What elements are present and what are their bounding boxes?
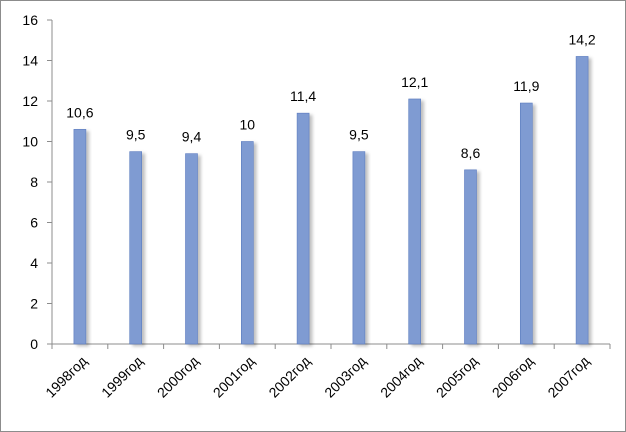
y-axis: 0 2 4 6 8 10 12 14 16 <box>22 12 53 352</box>
y-tick-label: 14 <box>22 53 38 69</box>
y-tick-label: 2 <box>30 296 38 312</box>
bar <box>519 102 533 345</box>
category-labels: 1998год 1999год 2000год 2001год 2002год 2003г… <box>42 353 592 401</box>
bar-series <box>73 56 589 345</box>
bar <box>296 112 310 345</box>
y-tick-label: 8 <box>30 174 38 190</box>
x-tick-label: 2007год <box>544 353 592 401</box>
bar <box>575 56 589 345</box>
x-tick-label: 2003год <box>321 353 369 401</box>
bar <box>408 98 422 345</box>
y-tick-label: 4 <box>30 255 38 271</box>
y-tick-label: 6 <box>30 215 38 231</box>
y-tick-label: 10 <box>22 134 38 150</box>
data-label: 10 <box>240 117 256 133</box>
bar <box>241 141 254 345</box>
data-label: 9,4 <box>182 129 202 145</box>
x-tick-label: 1999год <box>98 353 146 401</box>
x-tick-label: 2005год <box>433 353 481 401</box>
x-tick-label: 2004год <box>377 353 425 401</box>
data-label: 11,4 <box>290 88 316 104</box>
data-label: 12,1 <box>401 74 428 90</box>
x-tick-label: 2006год <box>489 353 537 401</box>
bar <box>73 129 87 345</box>
bar <box>352 151 366 345</box>
bar <box>185 153 198 345</box>
y-tick-label: 12 <box>22 93 38 109</box>
data-label: 14,2 <box>568 31 595 47</box>
x-tick-label: 1998год <box>42 353 90 401</box>
y-tick-label: 16 <box>22 12 38 28</box>
data-label: 9,5 <box>349 127 369 143</box>
x-tick-label: 2000год <box>154 353 202 401</box>
x-tick-label: 2002год <box>265 353 313 401</box>
data-label: 9,5 <box>126 127 146 143</box>
data-label: 11,9 <box>513 78 539 94</box>
bar <box>129 151 142 345</box>
x-tick-label: 2001год <box>210 353 258 401</box>
x-axis <box>51 343 611 349</box>
bar <box>464 169 477 345</box>
y-tick-label: 0 <box>30 336 38 352</box>
data-label: 10,6 <box>66 104 93 120</box>
data-labels: 10,6 9,5 9,4 10 11,4 9,5 12,1 8,6 11,9 14,2 <box>66 31 596 160</box>
data-label: 8,6 <box>461 145 481 161</box>
